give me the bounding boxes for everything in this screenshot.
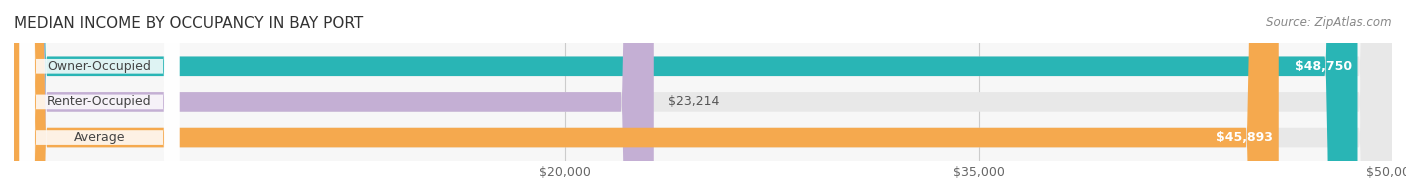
FancyBboxPatch shape <box>14 0 1392 196</box>
FancyBboxPatch shape <box>20 0 180 196</box>
Text: Owner-Occupied: Owner-Occupied <box>48 60 152 73</box>
FancyBboxPatch shape <box>14 0 1279 196</box>
Text: Renter-Occupied: Renter-Occupied <box>48 95 152 108</box>
Text: MEDIAN INCOME BY OCCUPANCY IN BAY PORT: MEDIAN INCOME BY OCCUPANCY IN BAY PORT <box>14 16 363 31</box>
FancyBboxPatch shape <box>14 0 1358 196</box>
Text: $23,214: $23,214 <box>668 95 718 108</box>
FancyBboxPatch shape <box>14 0 1392 196</box>
Text: Source: ZipAtlas.com: Source: ZipAtlas.com <box>1267 16 1392 29</box>
FancyBboxPatch shape <box>20 0 180 196</box>
Text: Average: Average <box>73 131 125 144</box>
FancyBboxPatch shape <box>14 0 654 196</box>
Text: $48,750: $48,750 <box>1295 60 1353 73</box>
FancyBboxPatch shape <box>14 0 1392 196</box>
Text: $45,893: $45,893 <box>1216 131 1274 144</box>
FancyBboxPatch shape <box>20 0 180 196</box>
